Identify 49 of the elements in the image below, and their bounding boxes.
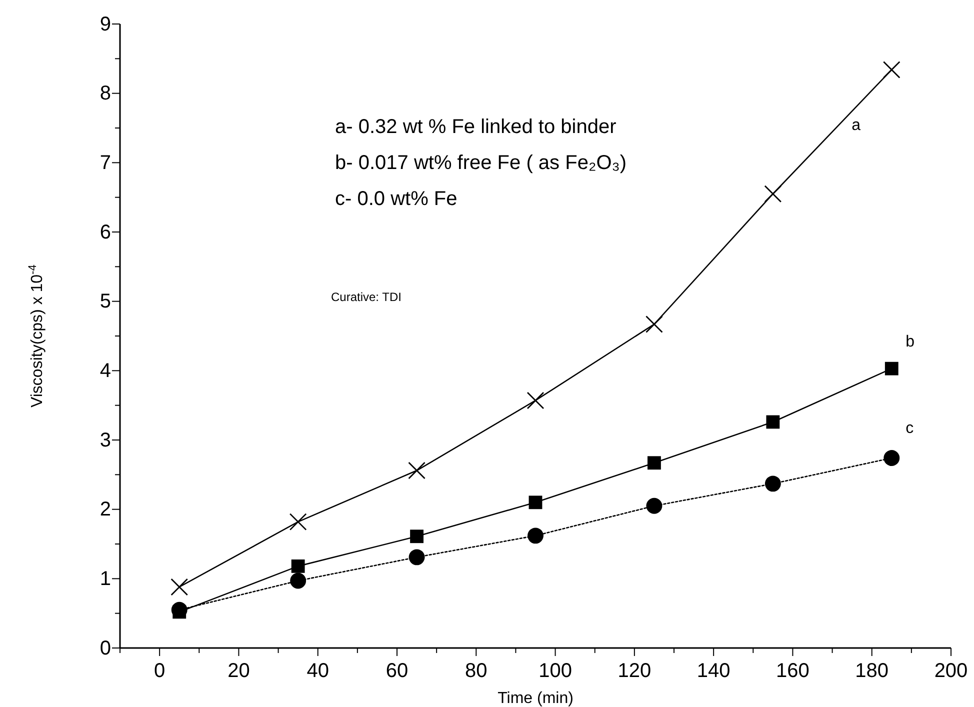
- point: [289, 513, 307, 531]
- point: [764, 476, 781, 492]
- point: [408, 549, 425, 566]
- x-tick-label: 180: [855, 660, 889, 682]
- point: [290, 572, 306, 589]
- annotation: b- 0.017 wt% free Fe ( as Fe₂O₃): [335, 152, 627, 174]
- series-label: a: [852, 116, 861, 134]
- y-tick-label: 6: [100, 221, 111, 244]
- y-tick-label: 1: [100, 568, 111, 590]
- x-tick-label: 20: [228, 660, 250, 682]
- x-tick-label: 160: [776, 660, 810, 682]
- y-tick-label: 4: [100, 360, 111, 382]
- series-label: b: [906, 334, 915, 351]
- y-tick-label: 8: [100, 82, 111, 105]
- y-tick-label: 5: [100, 290, 111, 313]
- point: [172, 605, 186, 619]
- point: [170, 578, 188, 596]
- x-tick-label: 200: [934, 660, 968, 682]
- y-tick-label: 9: [100, 13, 111, 36]
- series-label: c: [906, 420, 914, 438]
- y-tick-label: 0: [100, 637, 111, 660]
- point: [648, 456, 661, 470]
- x-tick-label: 140: [696, 660, 730, 682]
- point: [646, 316, 663, 333]
- point: [884, 450, 900, 466]
- point: [408, 462, 426, 480]
- point: [528, 528, 544, 544]
- point: [291, 559, 305, 573]
- annotation: Curative: TDI: [331, 290, 402, 304]
- x-tick-label: 100: [538, 660, 572, 682]
- point: [882, 61, 900, 78]
- y-tick-label: 3: [100, 429, 111, 452]
- y-tick-label: 7: [100, 152, 111, 174]
- x-tick-label: 120: [618, 660, 652, 682]
- point: [410, 530, 424, 544]
- point: [528, 496, 542, 510]
- point: [764, 185, 782, 203]
- x-axis-title: Time (min): [498, 690, 574, 707]
- point: [526, 392, 544, 410]
- y-tick-label: 2: [100, 498, 111, 521]
- annotation: c- 0.0 wt% Fe: [335, 188, 458, 210]
- point: [766, 415, 780, 429]
- point: [646, 498, 662, 514]
- annotation: a- 0.32 wt % Fe linked to binder: [335, 116, 617, 138]
- x-tick-label: 40: [306, 660, 329, 682]
- x-tick-label: 0: [154, 660, 166, 682]
- x-tick-label: 60: [386, 660, 408, 682]
- point: [884, 362, 898, 376]
- x-tick-label: 80: [465, 660, 488, 682]
